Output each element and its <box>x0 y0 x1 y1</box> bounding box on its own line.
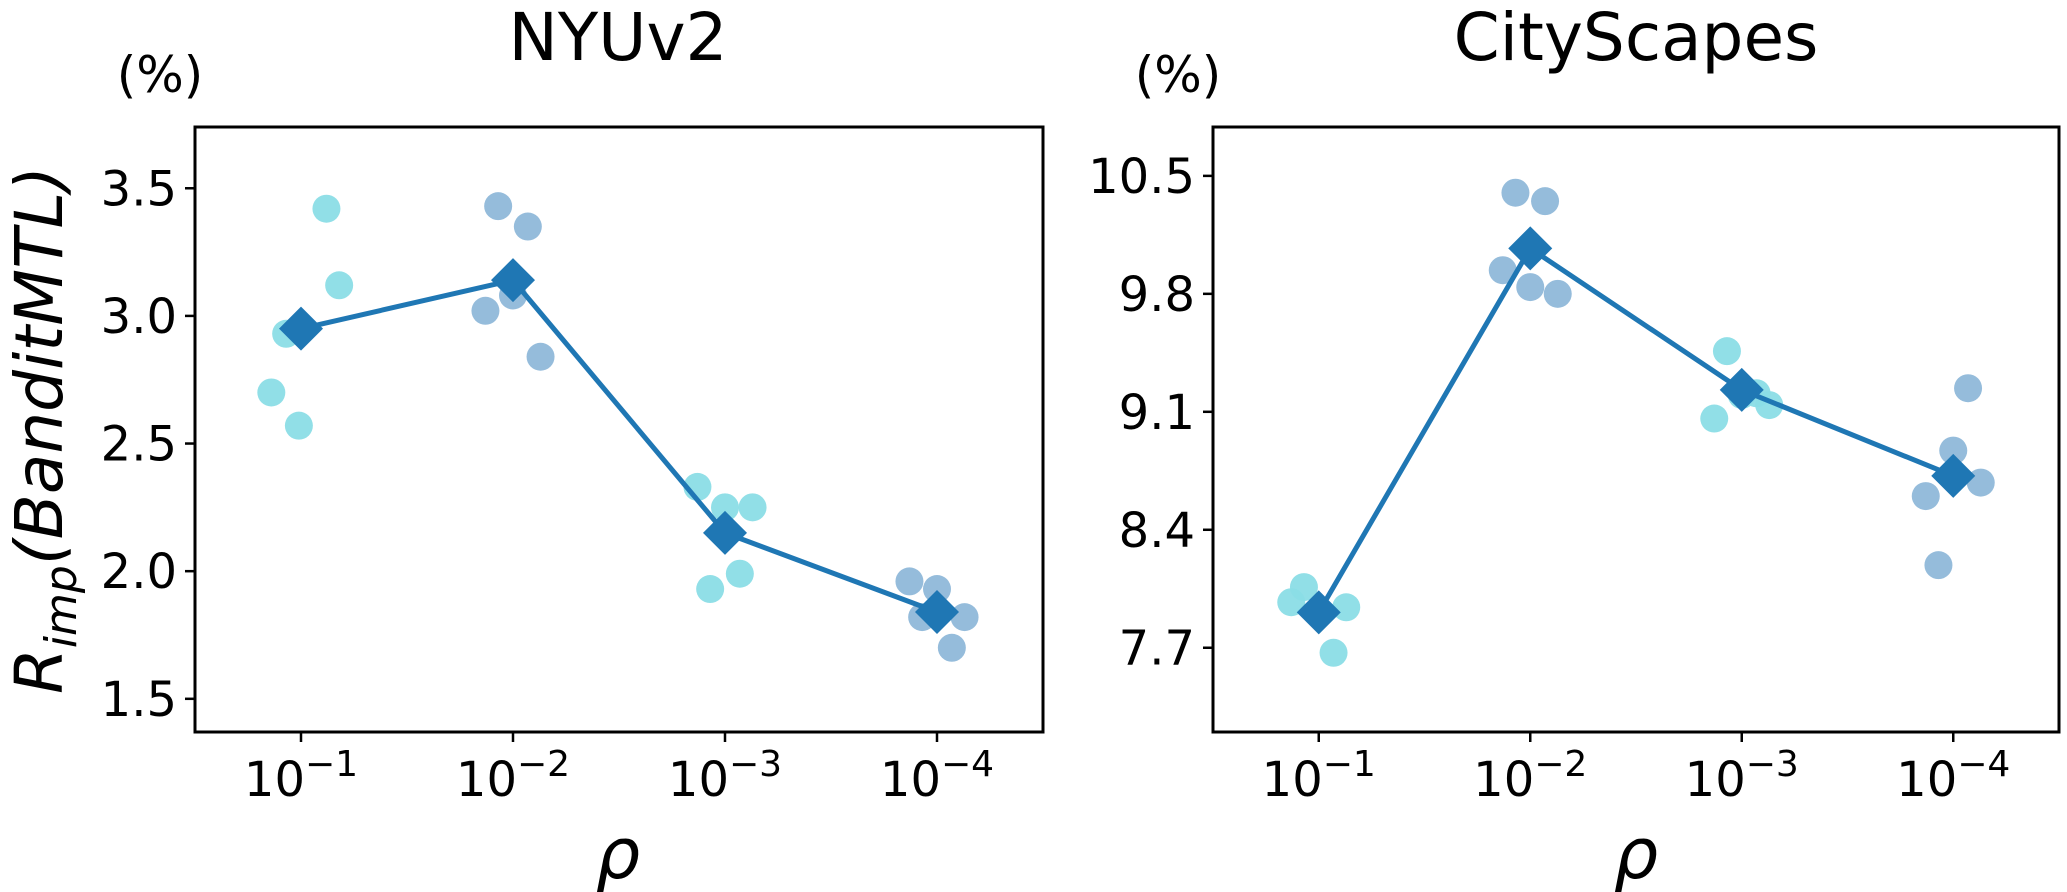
run-point <box>1289 573 1318 602</box>
x-tick-exponent: −1 <box>305 744 358 785</box>
run-point <box>1488 256 1517 285</box>
run-point <box>1516 273 1545 302</box>
x-tick-label: 10−1 <box>1262 744 1376 808</box>
run-point <box>513 212 542 241</box>
y-axis-label-subscript: imp <box>36 565 87 648</box>
run-point <box>937 633 966 662</box>
mean-marker <box>1931 453 1976 498</box>
mean-marker <box>703 510 747 555</box>
axes-frame <box>193 125 1045 734</box>
y-tick-label: 3.0 <box>101 289 177 345</box>
run-point <box>1954 374 1983 403</box>
y-tick-label: 10.5 <box>1088 149 1195 205</box>
panel-title: NYUv2 <box>508 0 727 76</box>
y-tick-label: 8.4 <box>1119 503 1195 559</box>
run-point <box>1332 593 1361 622</box>
y-tick-label: 9.8 <box>1119 267 1195 323</box>
run-point <box>711 493 739 522</box>
run-point <box>325 271 354 300</box>
x-axis-label: ρ <box>596 813 640 892</box>
unit-label: (%) <box>1135 46 1222 104</box>
x-tick-base: 10 <box>1473 752 1534 808</box>
axes-frame <box>1211 125 2061 734</box>
y-tick-label: 7.7 <box>1119 621 1195 677</box>
run-point <box>1501 178 1530 207</box>
mean-marker <box>279 306 323 351</box>
y-tick-label: 2.5 <box>101 417 177 473</box>
run-point <box>1911 482 1940 511</box>
run-point <box>257 378 286 407</box>
x-tick-label: 10−3 <box>1685 744 1799 808</box>
run-point <box>895 567 924 596</box>
x-tick-label: 10−2 <box>1473 744 1587 808</box>
x-tick-exponent: −3 <box>1746 744 1799 785</box>
panel-cityscapes: CityScapes (%) ρ 7.78.49.19.810.510−1 10−… <box>1088 0 2061 892</box>
run-point <box>950 603 979 632</box>
y-tick-label: 3.5 <box>101 161 177 217</box>
run-point <box>484 192 513 221</box>
x-tick-base: 10 <box>1896 752 1957 808</box>
run-point <box>1712 337 1741 366</box>
y-tick-label: 9.1 <box>1119 385 1195 441</box>
panel-title: CityScapes <box>1454 0 1819 76</box>
mean-marker <box>491 258 535 303</box>
x-tick-exponent: −4 <box>1957 744 2010 785</box>
x-tick-base: 10 <box>1685 752 1746 808</box>
mean-line <box>1316 244 1955 614</box>
mean-marker <box>1719 367 1764 412</box>
mean-marker <box>915 590 959 635</box>
run-point <box>738 493 767 522</box>
x-tick-label: 10−3 <box>668 744 782 808</box>
run-point <box>1543 279 1572 308</box>
x-tick-label: 10−4 <box>880 744 994 808</box>
run-point <box>923 575 951 604</box>
mean-line <box>300 277 938 615</box>
mean-marker <box>1508 226 1553 271</box>
x-tick-base: 10 <box>1262 752 1323 808</box>
x-tick-label: 10−4 <box>1896 744 2010 808</box>
run-point <box>1924 551 1953 580</box>
x-tick-base: 10 <box>244 752 305 808</box>
run-point <box>284 411 313 440</box>
x-tick-exponent: −3 <box>729 744 782 785</box>
run-point <box>1319 638 1348 667</box>
y-tick-label: 1.5 <box>101 672 177 728</box>
y-tick-label: 2.0 <box>101 544 177 600</box>
x-tick-label: 10−1 <box>244 744 358 808</box>
run-point <box>1700 404 1729 433</box>
unit-label: (%) <box>117 46 204 104</box>
run-point <box>725 559 754 588</box>
x-tick-exponent: −4 <box>941 744 994 785</box>
x-tick-base: 10 <box>668 752 729 808</box>
run-point <box>312 194 341 223</box>
x-tick-label: 10−2 <box>456 744 570 808</box>
x-tick-base: 10 <box>880 752 941 808</box>
run-point <box>696 575 725 604</box>
y-axis-label: Rimp(BanditMTL) <box>1 166 87 694</box>
run-point <box>471 296 500 325</box>
run-point <box>1531 187 1560 216</box>
x-tick-base: 10 <box>456 752 517 808</box>
run-point <box>1939 436 1968 465</box>
x-tick-exponent: −1 <box>1323 744 1376 785</box>
x-tick-exponent: −2 <box>1534 744 1587 785</box>
run-point <box>526 342 555 371</box>
x-tick-exponent: −2 <box>517 744 570 785</box>
x-axis-label: ρ <box>1614 813 1658 892</box>
panel-nyuv2: NYUv2 (%) ρ 1.52.02.53.03.510−1 10−2 10−3 1… <box>101 0 1045 892</box>
mean-marker <box>1296 590 1341 635</box>
